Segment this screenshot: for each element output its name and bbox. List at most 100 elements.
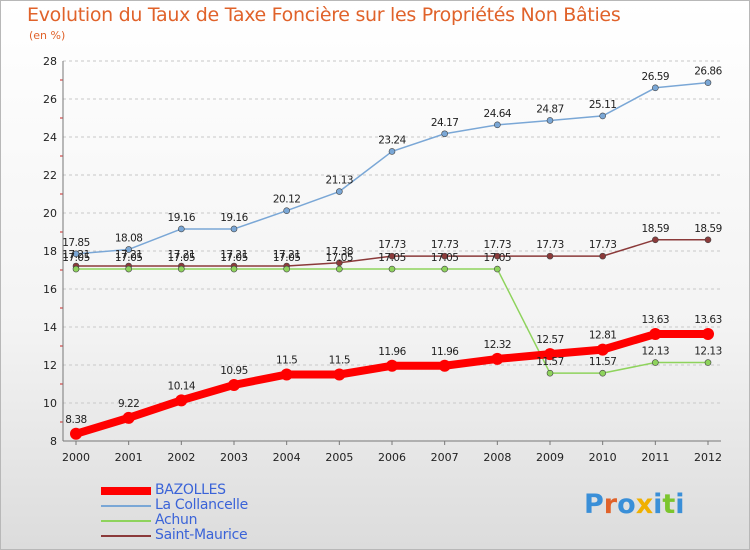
data-point xyxy=(494,252,501,260)
axes: 8 10 12 14 16 18 20 22 24 26 28 2000 2001 2002 2003 200… xyxy=(43,55,722,464)
x-tick-label: 2010 xyxy=(589,451,617,464)
data-label: 17.73 xyxy=(431,239,459,251)
data-label: 26.59 xyxy=(642,71,670,83)
y-axis-unit: (en %) xyxy=(29,29,66,42)
data-label: 9.22 xyxy=(118,398,139,410)
proxiti-logo: Proxiti xyxy=(584,489,685,520)
data-point xyxy=(599,252,606,260)
data-label: 17.05 xyxy=(378,252,406,264)
legend-label: La Collancelle xyxy=(155,497,248,513)
x-tick-label: 2011 xyxy=(641,451,669,464)
data-point xyxy=(652,84,659,92)
data-label: 18.59 xyxy=(642,223,670,235)
series-layer xyxy=(70,79,714,440)
data-label: 8.38 xyxy=(65,414,86,426)
data-label: 18.08 xyxy=(115,232,143,244)
y-tick-label: 22 xyxy=(43,169,57,182)
data-point xyxy=(175,394,188,407)
data-point xyxy=(280,368,293,381)
data-label: 12.57 xyxy=(536,334,564,346)
legend-label: Saint-Maurice xyxy=(155,527,248,543)
x-tick-label: 2008 xyxy=(483,451,511,464)
data-point xyxy=(283,265,290,273)
y-tick-label: 12 xyxy=(43,359,57,372)
line-chart: 8 10 12 14 16 18 20 22 24 26 28 2000 2001 2002 2003 200… xyxy=(43,55,723,464)
data-point xyxy=(544,348,556,361)
data-label: 17.05 xyxy=(115,252,143,264)
legend-label: BAZOLLES xyxy=(155,482,226,498)
data-point xyxy=(441,265,448,273)
data-label: 12.81 xyxy=(589,330,617,342)
data-point xyxy=(704,236,712,244)
data-label: 11.96 xyxy=(431,346,459,358)
data-label: 11.5 xyxy=(329,355,350,367)
data-label: 24.87 xyxy=(536,103,564,115)
data-label: 17.73 xyxy=(536,239,564,251)
data-label: 17.21 xyxy=(168,249,196,261)
logo-letter: t xyxy=(662,489,676,520)
data-label: 10.14 xyxy=(168,380,196,392)
x-tick-label: 2005 xyxy=(325,451,353,464)
data-point xyxy=(230,265,238,273)
data-label: 19.16 xyxy=(168,212,196,224)
data-point xyxy=(546,252,554,260)
data-point xyxy=(70,427,82,440)
y-tick-label: 24 xyxy=(43,131,57,144)
data-label: 12.13 xyxy=(694,346,722,358)
data-point xyxy=(491,352,504,365)
chart-title: Evolution du Taux de Taxe Foncière sur l… xyxy=(27,4,621,26)
logo-letter: x xyxy=(635,489,654,520)
data-label: 21.13 xyxy=(326,175,354,187)
data-label: 12.32 xyxy=(484,339,512,351)
data-point xyxy=(704,359,712,366)
data-label: 11.57 xyxy=(589,356,617,368)
x-tick-label: 2006 xyxy=(378,451,406,464)
x-tick-label: 2007 xyxy=(431,451,459,464)
x-tick-label: 2001 xyxy=(115,451,143,464)
data-label: 17.21 xyxy=(273,249,301,261)
data-point xyxy=(546,117,554,124)
data-point xyxy=(652,236,659,244)
logo-letter: o xyxy=(617,489,636,520)
data-point xyxy=(388,148,396,155)
y-tick-label: 20 xyxy=(43,207,57,220)
data-label: 11.5 xyxy=(276,355,297,367)
data-label: 24.64 xyxy=(484,108,512,120)
data-label: 17.21 xyxy=(220,249,248,261)
data-label: 17.73 xyxy=(484,239,512,251)
y-tick-label: 26 xyxy=(43,93,57,106)
data-label: 17.73 xyxy=(378,239,406,251)
data-point xyxy=(494,121,501,129)
data-label: 17.05 xyxy=(431,252,459,264)
logo-letter: i xyxy=(653,489,663,520)
data-label: 17.38 xyxy=(326,246,354,258)
data-point xyxy=(438,359,451,372)
data-point xyxy=(494,265,501,273)
data-point xyxy=(333,368,346,381)
data-point xyxy=(441,130,448,138)
data-label: 26.86 xyxy=(694,66,722,78)
data-point xyxy=(704,79,712,86)
x-tick-label: 2004 xyxy=(273,451,301,464)
y-tick-label: 28 xyxy=(43,55,57,68)
data-point xyxy=(230,225,238,233)
data-point xyxy=(72,265,80,273)
data-point xyxy=(388,252,396,260)
y-tick-label: 10 xyxy=(43,397,57,410)
data-point xyxy=(386,359,398,372)
data-point xyxy=(599,369,606,377)
y-tick-label: 14 xyxy=(43,321,57,334)
logo-letter: r xyxy=(603,489,618,520)
data-label: 20.12 xyxy=(273,194,301,206)
data-label: 17.73 xyxy=(589,239,617,251)
data-point xyxy=(546,369,554,377)
data-point xyxy=(125,246,132,253)
x-tick-label: 2000 xyxy=(62,451,90,464)
data-point xyxy=(283,207,290,215)
data-label: 17.05 xyxy=(273,252,301,264)
data-label: 11.57 xyxy=(536,356,564,368)
data-point xyxy=(652,359,659,366)
data-label: 17.21 xyxy=(115,249,143,261)
legend-swatch xyxy=(101,520,151,522)
